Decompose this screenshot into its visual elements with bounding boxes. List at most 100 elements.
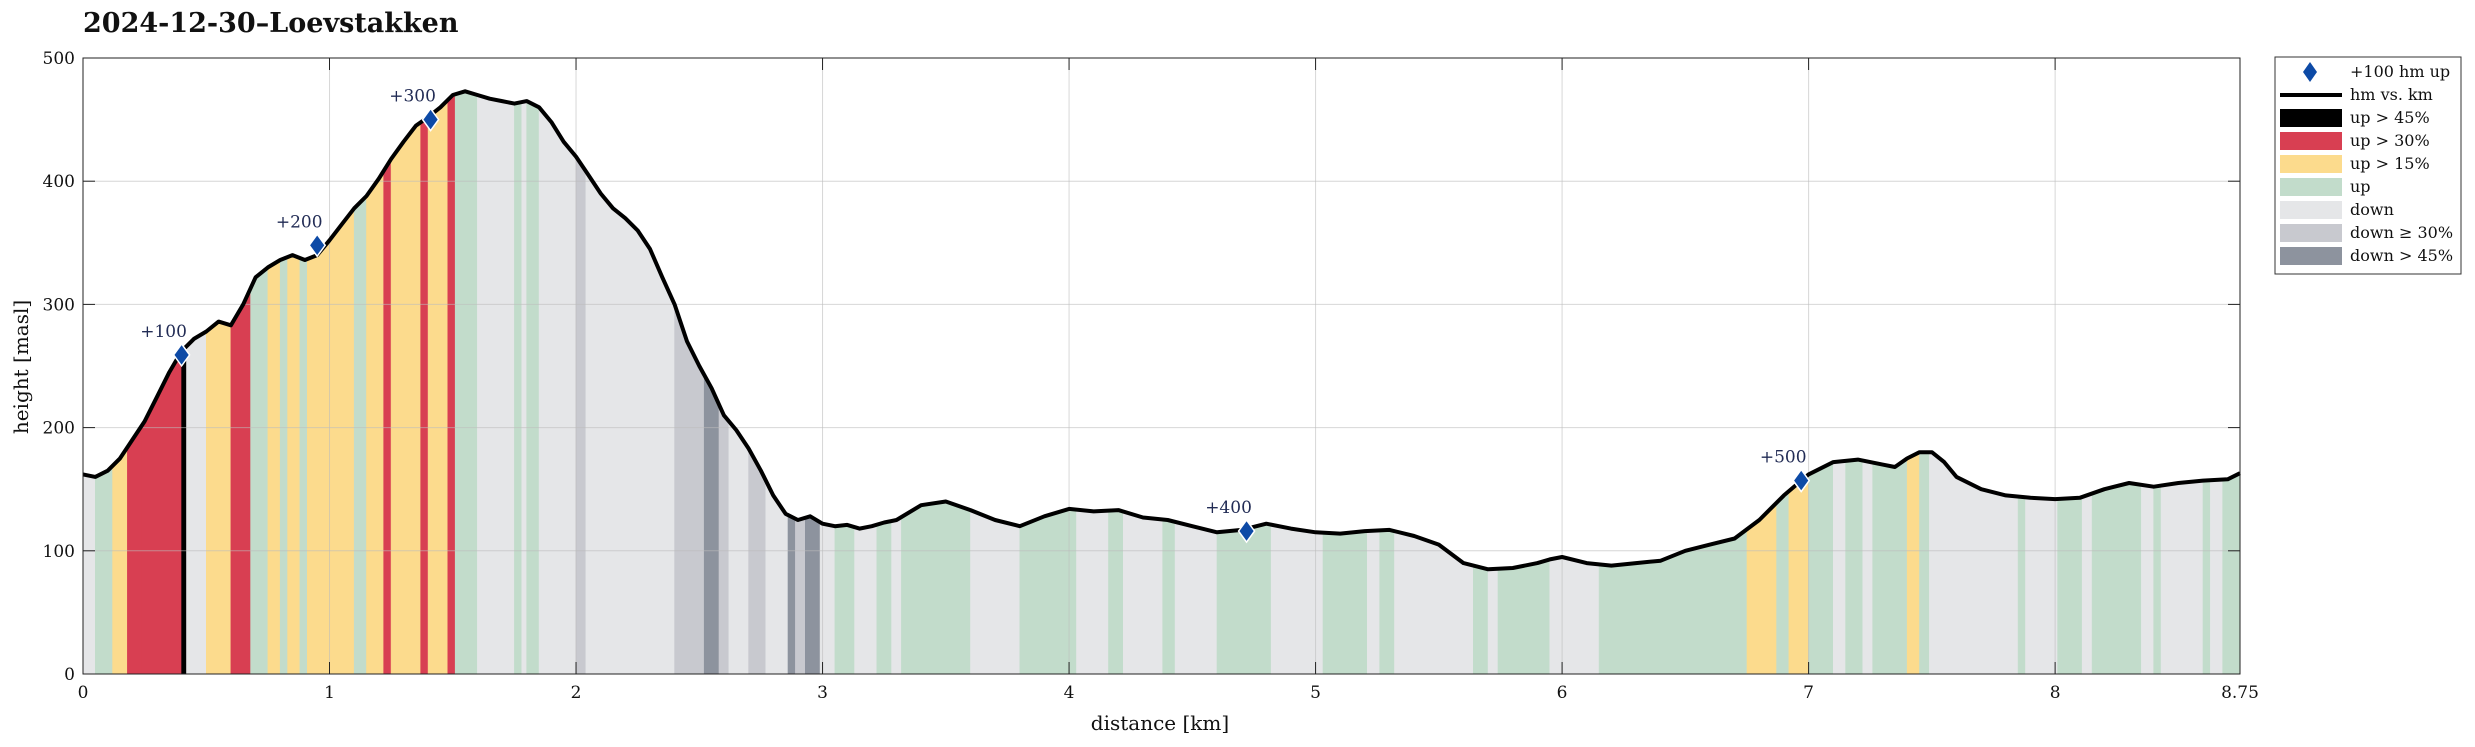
- segment-6: [186, 330, 207, 675]
- plot-area: +100 +200 +300 +400 +500: [82, 57, 2241, 675]
- legend-label-6: down: [2350, 200, 2394, 219]
- legend-label-1: hm vs. km: [2350, 85, 2433, 104]
- segment-5: [181, 345, 187, 675]
- legend-swatch-6: [2280, 201, 2342, 219]
- segment-81: [2160, 480, 2204, 675]
- y-tick-label-1: 100: [43, 542, 75, 562]
- segment-29: [585, 170, 675, 675]
- segment-43: [891, 516, 902, 675]
- legend-label-3: up > 30%: [2350, 131, 2430, 150]
- legend-label-4: up > 15%: [2350, 154, 2430, 173]
- segment-3: [127, 424, 143, 675]
- segment-47: [1076, 509, 1109, 675]
- segment-51: [1174, 521, 1218, 675]
- legend-marker-icon: [2303, 62, 2317, 82]
- marker-2: [308, 232, 327, 258]
- grid-lines: [83, 58, 2240, 674]
- segment-37: [795, 517, 806, 675]
- segment-72: [1919, 451, 1930, 675]
- segment-30: [674, 304, 705, 675]
- segment-25: [521, 100, 527, 675]
- segment-69: [1862, 460, 1873, 675]
- legend-swatch-3: [2280, 132, 2342, 150]
- segment-65: [1788, 473, 1809, 675]
- segment-77: [2081, 493, 2093, 675]
- segment-66: [1808, 461, 1834, 675]
- segment-10: [267, 259, 281, 675]
- legend-swatch-4: [2280, 155, 2342, 173]
- y-axis-ticks: 0 100 200 300 400 500: [43, 49, 2240, 685]
- marker-1: [172, 342, 191, 368]
- segment-52: [1216, 523, 1272, 675]
- segment-4: [141, 350, 182, 675]
- x-tick-label-9: 8.75: [2221, 683, 2259, 703]
- segment-68: [1845, 459, 1864, 675]
- segment-56: [1379, 529, 1395, 675]
- segment-28: [575, 155, 587, 675]
- segment-27: [538, 106, 577, 675]
- x-tick-label-4: 4: [1064, 683, 1075, 703]
- legend-label-7: down ≥ 30%: [2350, 223, 2453, 242]
- x-tick-label-2: 2: [571, 683, 582, 703]
- segment-9: [250, 266, 269, 675]
- segment-63: [1746, 502, 1777, 675]
- segment-13: [299, 257, 308, 675]
- x-tick-label-7: 7: [1803, 683, 1814, 703]
- segment-40: [834, 524, 855, 675]
- segment-20: [427, 99, 449, 675]
- segment-23: [477, 94, 515, 675]
- segment-11: [279, 256, 288, 675]
- x-tick-label-5: 5: [1310, 683, 1321, 703]
- segment-54: [1322, 530, 1368, 675]
- x-axis-ticks: 0 1 2 3 4 5 6 7 8 8.75: [78, 58, 2259, 703]
- segment-78: [2091, 482, 2142, 675]
- legend-label-8: down > 45%: [2350, 246, 2453, 265]
- segment-16: [366, 169, 384, 675]
- segment-64: [1776, 490, 1790, 675]
- segment-19: [420, 116, 429, 675]
- segment-1: [95, 465, 113, 675]
- segment-7: [206, 321, 232, 675]
- hm-markers: +100 +200 +300 +400 +500: [140, 87, 1811, 544]
- segment-71: [1906, 451, 1920, 675]
- segment-36: [787, 514, 796, 675]
- segment-58: [1473, 565, 1489, 675]
- segment-34: [748, 447, 767, 675]
- marker-label-4: +400: [1205, 498, 1252, 518]
- profile-line: [82, 89, 2241, 572]
- x-tick-label-0: 0: [78, 683, 89, 703]
- y-tick-label-0: 0: [64, 665, 75, 685]
- x-tick-label-3: 3: [817, 683, 828, 703]
- segment-41: [854, 524, 878, 675]
- segment-24: [514, 101, 523, 675]
- legend-label-0: +100 hm up: [2350, 62, 2450, 81]
- segment-49: [1123, 511, 1163, 675]
- segment-31: [703, 373, 720, 675]
- segment-83: [2210, 479, 2223, 675]
- legend-swatch-2: [2280, 109, 2342, 127]
- x-tick-label-1: 1: [324, 683, 335, 703]
- segment-57: [1394, 530, 1474, 675]
- segment-70: [1872, 457, 1908, 675]
- marker-label-3: +300: [389, 87, 436, 107]
- segment-33: [728, 420, 749, 675]
- y-tick-label-4: 400: [43, 172, 75, 192]
- segment-75: [2025, 496, 2058, 675]
- segment-38: [805, 515, 821, 675]
- segment-84: [2222, 472, 2241, 675]
- marker-label-1: +100: [140, 322, 187, 342]
- segment-26: [526, 100, 540, 675]
- marker-3: [421, 107, 440, 132]
- segment-59: [1487, 568, 1499, 675]
- segment-48: [1108, 509, 1124, 675]
- segment-17: [383, 157, 392, 675]
- marker-4: [1237, 518, 1256, 544]
- segment-18: [390, 121, 421, 675]
- segment-22: [454, 90, 478, 675]
- segment-80: [2153, 485, 2162, 675]
- gradient-segments: [82, 90, 2241, 675]
- y-tick-label-2: 200: [43, 419, 75, 439]
- x-tick-label-6: 6: [1557, 683, 1568, 703]
- segment-82: [2202, 479, 2211, 675]
